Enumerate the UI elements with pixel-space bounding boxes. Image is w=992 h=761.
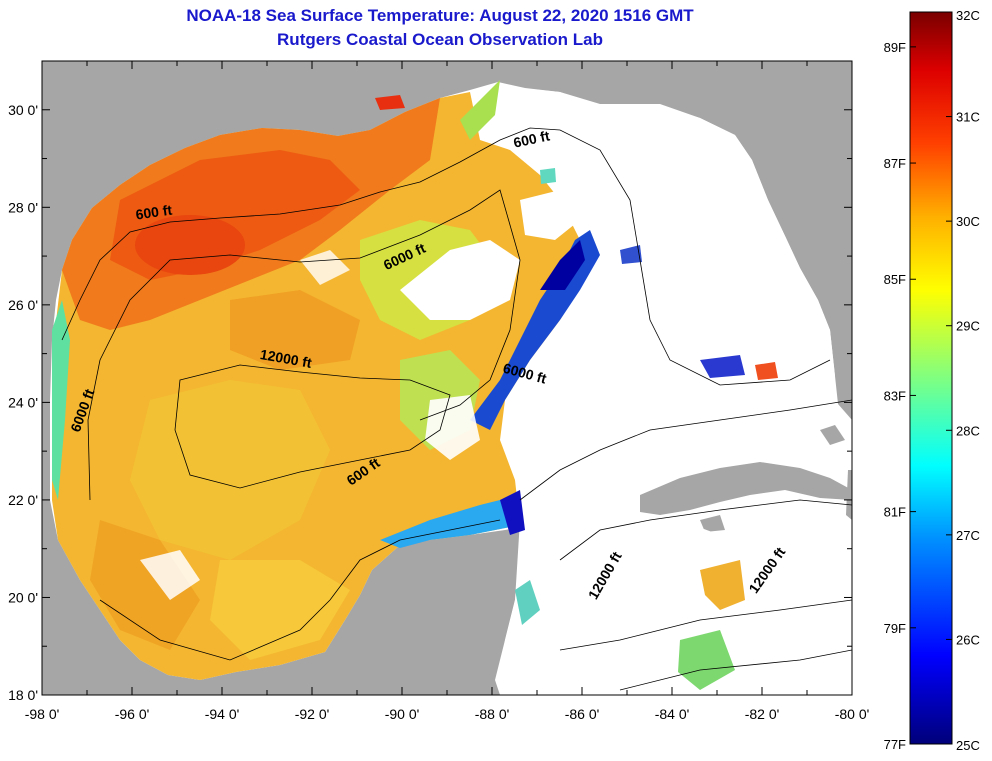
colorbar-label-f: 87F: [884, 156, 906, 171]
y-tick-label: 18 0': [8, 687, 38, 703]
colorbar-label-c: 28C: [956, 423, 980, 438]
y-tick-label: 26 0': [8, 297, 38, 313]
sst-field: [52, 80, 778, 690]
contour-cuba: [519, 399, 852, 501]
colorbar-label-c: 25C: [956, 738, 980, 753]
colorbar-label-f: 79F: [884, 621, 906, 636]
x-tick-label: -90 0': [385, 706, 420, 722]
contour-caribbean: [559, 499, 852, 561]
x-tick-label: -94 0': [205, 706, 240, 722]
contour-caribbean-deep: [559, 599, 852, 651]
colorbar-label-c: 26C: [956, 632, 980, 647]
colorbar-label-c: 29C: [956, 319, 980, 334]
x-tick-label: -84 0': [655, 706, 690, 722]
contour-600ft: [61, 127, 831, 386]
contour-12000ft: [174, 364, 451, 489]
x-tick-label: -88 0': [475, 706, 510, 722]
colorbar-label-c: 32C: [956, 8, 980, 23]
contour-6000ft: [87, 189, 521, 501]
colorbar: 32C 31C 30C 29C 28C 27C 26C 25C 89F 87F 85F 83F 81F 7…: [884, 8, 980, 753]
map-title: NOAA-18 Sea Surface Temperature: August …: [186, 6, 694, 25]
x-tick-label: -92 0': [295, 706, 330, 722]
colorbar-label-c: 30C: [956, 214, 980, 229]
colorbar-label-c: 27C: [956, 528, 980, 543]
colorbar-label-c: 31C: [956, 110, 980, 125]
map-subtitle: Rutgers Coastal Ocean Observation Lab: [277, 30, 603, 49]
contour-label: 600 ft: [135, 202, 174, 223]
colorbar-label-f: 89F: [884, 40, 906, 55]
colorbar-label-f: 77F: [884, 737, 906, 752]
y-tick-label: 30 0': [8, 102, 38, 118]
colorbar-label-f: 81F: [884, 505, 906, 520]
cloud-mask: [500, 500, 852, 695]
colorbar-label-f: 85F: [884, 272, 906, 287]
x-tick-label: -82 0': [745, 706, 780, 722]
contour-label: 600 ft: [512, 127, 551, 150]
bathymetry-contours: [61, 127, 852, 691]
contour-caribbean-deeper: [619, 649, 852, 691]
y-tick-label: 22 0': [8, 492, 38, 508]
x-tick-label: -96 0': [115, 706, 150, 722]
x-tick-label: -86 0': [565, 706, 600, 722]
x-tick-label: -80 0': [835, 706, 870, 722]
contour-600ft-south: [99, 519, 501, 661]
cloud-mask: [460, 88, 835, 395]
y-tick-label: 20 0': [8, 589, 38, 605]
y-tick-label: 24 0': [8, 394, 38, 410]
colorbar-label-f: 83F: [884, 388, 906, 403]
land-mass: [42, 61, 852, 695]
y-tick-label: 28 0': [8, 199, 38, 215]
colorbar-scale: [909, 11, 953, 745]
x-tick-label: -98 0': [25, 706, 60, 722]
